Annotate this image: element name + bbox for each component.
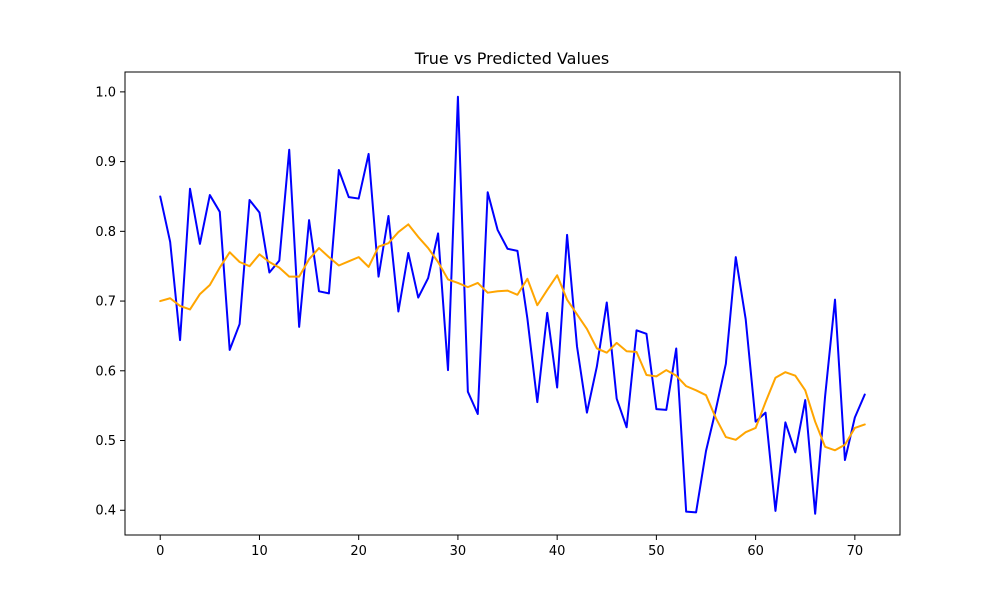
y-tick-label: 0.4 xyxy=(95,504,116,519)
x-tick-label: 40 xyxy=(549,544,566,559)
y-tick-label: 1.0 xyxy=(95,85,116,100)
plot-frame xyxy=(124,71,901,536)
y-tick-label: 0.8 xyxy=(95,225,116,240)
chart-title: True vs Predicted Values xyxy=(414,49,609,68)
series-line-1 xyxy=(159,95,866,515)
x-tick-label: 30 xyxy=(450,544,467,559)
x-tick-label: 60 xyxy=(747,544,764,559)
x-tick-label: 10 xyxy=(251,544,268,559)
axis-layer: 0 10 20 30 40 50 60 70 0.4 0.5 0.6 0.7 0.8 0.9 1.0 xyxy=(95,71,901,559)
x-tick-label: 50 xyxy=(648,544,665,559)
y-tick-label: 0.9 xyxy=(95,155,116,170)
y-tick-label: 0.6 xyxy=(95,364,116,379)
y-tick-label: 0.5 xyxy=(95,434,116,449)
x-tick-label: 0 xyxy=(156,544,164,559)
series-layer xyxy=(159,95,866,515)
series-line-2 xyxy=(159,223,866,452)
x-tick-label: 70 xyxy=(847,544,864,559)
x-tick-label: 20 xyxy=(350,544,367,559)
y-tick-label: 0.7 xyxy=(95,295,116,310)
